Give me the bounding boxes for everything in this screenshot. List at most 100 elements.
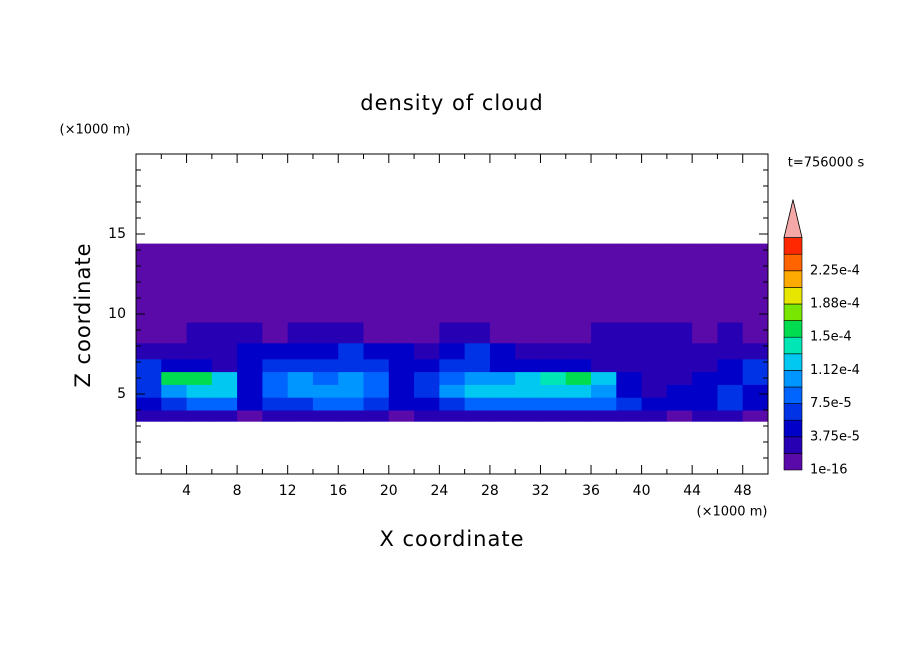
contour-cell	[388, 384, 415, 398]
contour-cell	[489, 243, 516, 283]
contour-cell	[591, 243, 617, 283]
contour-cell	[136, 282, 162, 323]
contour-cell	[616, 397, 643, 411]
contour-cell	[388, 282, 415, 323]
contour-cell	[237, 384, 263, 398]
contour-cell	[489, 397, 516, 411]
contour-cell	[742, 397, 769, 411]
colorbar-label: 1.12e-4	[810, 363, 860, 378]
contour-cell	[742, 410, 769, 422]
contour-cell	[540, 342, 567, 360]
colorbar-label: 7.5e-5	[810, 396, 852, 411]
contour-cell	[565, 322, 592, 344]
contour-cell	[515, 384, 541, 398]
x-tick-label: 44	[683, 483, 701, 499]
contour-cell	[616, 384, 643, 398]
contour-cell	[338, 397, 365, 411]
contour-cell	[464, 243, 491, 283]
contour-cell	[439, 358, 466, 373]
contour-cell	[287, 282, 314, 323]
colorbar-box	[783, 353, 803, 371]
contour-cell	[186, 322, 213, 344]
contour-cell	[237, 397, 263, 411]
contour-cell	[565, 342, 592, 360]
contour-cell	[338, 358, 365, 373]
contour-cell	[591, 358, 617, 373]
contour-cell	[464, 410, 491, 422]
contour-cell	[616, 322, 643, 344]
contour-cell	[287, 371, 314, 385]
contour-cell	[287, 322, 314, 344]
contour-cell	[666, 397, 693, 411]
contour-cell	[211, 384, 238, 398]
colorbar-box	[783, 237, 803, 255]
contour-cell	[742, 342, 769, 360]
contour-cell	[540, 371, 567, 385]
contour-cell	[591, 397, 617, 411]
contour-cell	[565, 384, 592, 398]
x-tick-label: 40	[633, 483, 651, 499]
contour-cell	[666, 322, 693, 344]
contour-cell	[211, 342, 238, 360]
x-unit: (×1000 m)	[697, 505, 768, 520]
contour-cell	[464, 358, 491, 373]
contour-cell	[211, 358, 238, 373]
contour-cell	[717, 384, 744, 398]
contour-cell	[161, 371, 188, 385]
contour-cell	[363, 384, 390, 398]
contour-cell	[211, 322, 238, 344]
contour-cell	[287, 243, 314, 283]
contour-cell	[262, 358, 289, 373]
contour-cell	[161, 397, 188, 411]
contour-cell	[186, 397, 213, 411]
chart-title: density of cloud	[360, 91, 543, 115]
contour-cell	[338, 243, 365, 283]
contour-cell	[388, 397, 415, 411]
contour-cell	[262, 322, 289, 344]
contour-cell	[136, 322, 162, 344]
contour-cell	[161, 410, 188, 422]
contour-cell	[186, 282, 213, 323]
colorbar-box	[783, 370, 803, 388]
contour-cell	[161, 358, 188, 373]
contour-cell	[237, 243, 263, 283]
contour-cell	[262, 384, 289, 398]
contour-cell	[439, 384, 466, 398]
contour-cell	[717, 322, 744, 344]
contour-cell	[414, 322, 440, 344]
contour-cell	[666, 384, 693, 398]
contour-cell	[312, 371, 339, 385]
contour-cell	[641, 342, 668, 360]
contour-cell	[161, 384, 188, 398]
contour-cell	[565, 397, 592, 411]
colorbar-label: 3.75e-5	[810, 429, 860, 444]
contour-cell	[338, 410, 365, 422]
contour-cell	[439, 410, 466, 422]
contour-cell	[388, 358, 415, 373]
contour-cell	[186, 384, 213, 398]
contour-cell	[338, 371, 365, 385]
contour-cell	[641, 397, 668, 411]
contour-cell	[515, 371, 541, 385]
contour-cell	[464, 397, 491, 411]
contour-cell	[161, 243, 188, 283]
contour-cell	[312, 243, 339, 283]
contour-cell	[464, 322, 491, 344]
y-tick-label: 5	[117, 386, 126, 402]
colorbar-label: 1.5e-4	[810, 330, 852, 345]
contour-cell	[363, 322, 390, 344]
contour-cell	[211, 371, 238, 385]
contour-cell	[136, 243, 162, 283]
contour-cell	[692, 243, 718, 283]
contour-cell	[489, 410, 516, 422]
contour-cell	[414, 282, 440, 323]
contour-cell	[186, 410, 213, 422]
contour-cell	[312, 342, 339, 360]
contour-cell	[262, 371, 289, 385]
contour-cell	[363, 243, 390, 283]
y-tick-label: 10	[108, 306, 126, 322]
contour-cell	[414, 243, 440, 283]
y-axis-title: Z coordinate	[71, 242, 95, 387]
x-tick-label: 28	[481, 483, 499, 499]
contour-cell	[489, 322, 516, 344]
